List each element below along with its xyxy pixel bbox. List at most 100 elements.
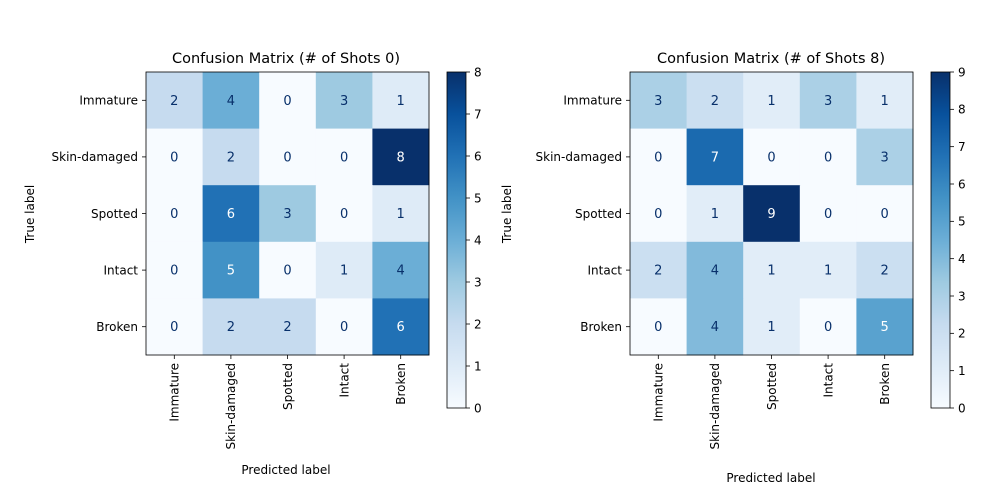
cell-value-label: 1 bbox=[711, 207, 719, 222]
axis-ticks: Immature Skin-damaged Spotted Intact Broken I… bbox=[536, 94, 892, 450]
cell-value-label: 2 bbox=[227, 150, 235, 165]
cell-value-label: 0 bbox=[170, 207, 178, 222]
axis-ticks: Immature Skin-damaged Spotted Intact Broken I… bbox=[52, 94, 408, 450]
x-tick-label: Intact bbox=[337, 363, 351, 398]
y-tick-label: Broken bbox=[96, 320, 138, 334]
cell-value-label: 0 bbox=[340, 150, 348, 165]
cell-value-label: 3 bbox=[881, 150, 889, 165]
cell-value-label: 0 bbox=[881, 207, 889, 222]
heatmap-cell bbox=[856, 185, 914, 243]
colorbar: 0 1 2 3 4 5 6 7 8 bbox=[446, 65, 482, 415]
colorbar-tick-label: 9 bbox=[958, 65, 966, 79]
cell-value-label: 2 bbox=[283, 320, 291, 335]
heatmap-cell bbox=[686, 241, 744, 299]
colorbar-tick-label: 1 bbox=[474, 359, 482, 373]
heatmap-cell bbox=[259, 72, 317, 130]
cell-value-label: 6 bbox=[227, 207, 235, 222]
heatmap-cell bbox=[630, 241, 688, 299]
heatmap-cell bbox=[202, 185, 260, 243]
cell-value-label: 0 bbox=[283, 150, 291, 165]
y-tick-label: Skin-damaged bbox=[52, 150, 138, 164]
colorbar-tick-label: 2 bbox=[474, 317, 482, 331]
heatmap-cell bbox=[315, 241, 373, 299]
cell-value-label: 2 bbox=[654, 264, 662, 279]
colorbar-tick-label: 3 bbox=[474, 275, 482, 289]
colorbar-gradient bbox=[931, 72, 950, 408]
cell-value-label: 3 bbox=[340, 94, 348, 109]
heatmap-cell bbox=[686, 298, 744, 356]
heatmap-cell bbox=[743, 298, 801, 356]
cell-value-label: 0 bbox=[283, 94, 291, 109]
x-tick-label: Broken bbox=[878, 363, 892, 405]
heatmap-cell bbox=[202, 241, 260, 299]
heatmap-cell bbox=[372, 128, 430, 186]
heatmap-cell bbox=[630, 185, 688, 243]
y-tick-label: Intact bbox=[103, 263, 138, 277]
chart-title: Confusion Matrix (# of Shots 0) bbox=[172, 51, 400, 67]
cell-value-label: 7 bbox=[711, 150, 719, 165]
heatmap-cell bbox=[686, 72, 744, 130]
heatmap-cell bbox=[146, 185, 204, 243]
cell-value-label: 4 bbox=[227, 94, 235, 109]
heatmap-cell bbox=[856, 72, 914, 130]
y-tick-label: Broken bbox=[580, 320, 622, 334]
cell-value-label: 1 bbox=[397, 207, 405, 222]
heatmap-cell bbox=[146, 128, 204, 186]
cell-value-label: 0 bbox=[654, 150, 662, 165]
heatmap-cells bbox=[146, 72, 430, 356]
heatmap-cell bbox=[799, 185, 857, 243]
y-tick-label: Immature bbox=[79, 94, 138, 108]
cell-value-label: 2 bbox=[881, 264, 889, 279]
cell-value-label: 0 bbox=[767, 150, 775, 165]
heatmap-cell bbox=[372, 241, 430, 299]
heatmap-cell bbox=[799, 72, 857, 130]
heatmap-cell bbox=[372, 72, 430, 130]
x-tick-label: Immature bbox=[652, 363, 666, 422]
colorbar-tick-label: 8 bbox=[474, 65, 482, 79]
cell-value-label: 5 bbox=[227, 264, 235, 279]
cell-value-label: 1 bbox=[397, 94, 405, 109]
y-tick-label: Skin-damaged bbox=[536, 150, 622, 164]
x-tick-label: Broken bbox=[394, 363, 408, 405]
heatmap-cell bbox=[315, 72, 373, 130]
cell-value-label: 0 bbox=[824, 150, 832, 165]
colorbar-tick-label: 4 bbox=[958, 252, 966, 266]
colorbar-tick-label: 4 bbox=[474, 233, 482, 247]
cell-value-label: 3 bbox=[654, 94, 662, 109]
heatmap-cell bbox=[202, 128, 260, 186]
heatmap-cell bbox=[259, 241, 317, 299]
cell-value-label: 6 bbox=[397, 320, 405, 335]
heatmap-cell bbox=[146, 72, 204, 130]
cell-value-label: 0 bbox=[824, 320, 832, 335]
cell-value-label: 1 bbox=[881, 94, 889, 109]
y-tick-label: Spotted bbox=[575, 207, 622, 221]
heatmap-cell bbox=[856, 128, 914, 186]
cell-value-label: 0 bbox=[824, 207, 832, 222]
heatmap-cell bbox=[799, 241, 857, 299]
colorbar-tick-label: 5 bbox=[474, 191, 482, 205]
heatmap-cell bbox=[799, 128, 857, 186]
heatmap-cell bbox=[372, 298, 430, 356]
heatmap-cell bbox=[372, 185, 430, 243]
heatmap-cell bbox=[856, 298, 914, 356]
cell-value-label: 1 bbox=[824, 264, 832, 279]
x-tick-label: Immature bbox=[168, 363, 182, 422]
heatmap-cell-labels: 2 4 0 3 10 2 0 0 80 6 3 0 10 5 0 1 40 2 2 0 6 bbox=[170, 94, 405, 335]
cell-value-label: 0 bbox=[340, 320, 348, 335]
colorbar: 0 1 2 3 4 5 6 7 8 9 bbox=[930, 65, 966, 415]
confusion-matrix-panel-shots-0: Confusion Matrix (# of Shots 0) Predicte… bbox=[23, 51, 482, 477]
y-axis-label: True label bbox=[23, 185, 37, 244]
colorbar-tick-label: 6 bbox=[474, 149, 482, 163]
cell-value-label: 9 bbox=[767, 207, 775, 222]
colorbar-tick-label: 0 bbox=[958, 401, 966, 415]
cell-value-label: 2 bbox=[227, 320, 235, 335]
x-tick-label: Intact bbox=[821, 363, 835, 398]
colorbar-frame bbox=[930, 71, 951, 409]
heatmap-cell bbox=[630, 128, 688, 186]
heatmap-cell bbox=[259, 298, 317, 356]
cell-value-label: 0 bbox=[170, 320, 178, 335]
colorbar-gradient bbox=[447, 72, 466, 408]
heatmap-cell bbox=[146, 298, 204, 356]
cell-value-label: 0 bbox=[654, 207, 662, 222]
